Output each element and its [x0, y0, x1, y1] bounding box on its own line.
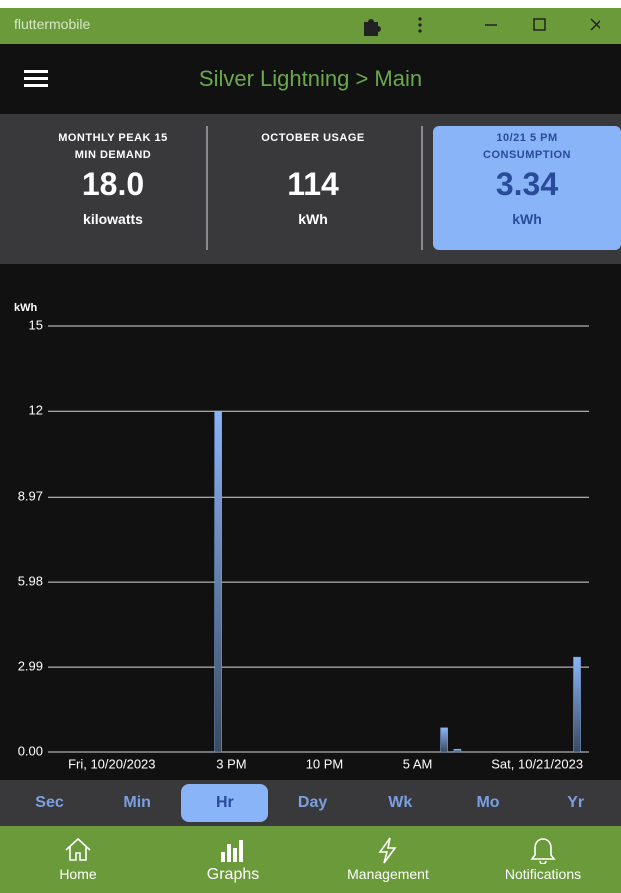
y-tick-label: 12 — [29, 403, 43, 418]
nav-item[interactable]: Home — [0, 826, 156, 893]
nav-label: Home — [59, 866, 97, 882]
bar — [440, 727, 448, 753]
y-tick-label: 5.98 — [18, 574, 43, 589]
window-title: fluttermobile — [14, 16, 91, 32]
y-tick-label: 2.99 — [18, 659, 43, 674]
range-tabs: Sec Min Hr Day Wk Mo Yr — [0, 780, 621, 826]
menu-button[interactable] — [24, 70, 48, 88]
range-tab[interactable]: Hr — [181, 784, 269, 822]
extension-icon[interactable] — [364, 19, 381, 36]
card-unit: kWh — [298, 211, 328, 227]
summary-cards: MONTHLY PEAK 15 MIN DEMAND 18.0 kilowatts O… — [0, 114, 621, 264]
title-bar: fluttermobile — [0, 0, 621, 44]
range-tab[interactable]: Min — [123, 794, 151, 811]
range-tab[interactable]: Wk — [388, 794, 413, 811]
bar — [453, 748, 462, 753]
nav-icon — [221, 840, 243, 862]
bottom-nav: Home Graphs Management Notifications — [0, 826, 621, 893]
summary-card: OCTOBER USAGE 114 kWh — [225, 126, 401, 250]
range-tab[interactable]: Mo — [476, 794, 500, 811]
x-tick-label: 3 PM — [216, 756, 246, 771]
y-tick-label: 15 — [29, 317, 43, 332]
x-tick-label: 5 AM — [403, 756, 433, 771]
nav-item[interactable]: Notifications — [465, 826, 621, 893]
chart: kWh 0.00 2.99 5.98 8.97 12 15 Fri, 10/20/2023 3… — [14, 302, 589, 771]
nav-label: Notifications — [504, 866, 582, 882]
card-value: 114 — [287, 166, 339, 202]
card-label: MONTHLY PEAK 15 MIN DEMAND — [58, 132, 168, 161]
x-tick-label: Fri, 10/20/2023 — [68, 756, 155, 771]
card-divider — [421, 126, 423, 250]
window-controls — [364, 17, 600, 36]
range-tab[interactable]: Yr — [567, 794, 585, 811]
nav-label: Graphs — [206, 866, 260, 883]
card-divider — [206, 126, 208, 250]
x-tick-label: 10 PM — [306, 756, 344, 771]
card-label: OCTOBER USAGE — [261, 132, 365, 144]
y-tick-label: 0.00 — [18, 743, 43, 758]
summary-card: MONTHLY PEAK 15 MIN DEMAND 18.0 kilowatts — [25, 126, 201, 250]
card-value: 18.0 — [81, 166, 145, 202]
bar — [214, 410, 222, 753]
nav-item[interactable]: Management — [310, 826, 466, 893]
y-tick-label: 8.97 — [18, 489, 43, 504]
nav-icon — [378, 837, 397, 864]
range-tab[interactable]: Day — [297, 794, 328, 811]
range-tab[interactable]: Sec — [35, 794, 64, 811]
card-unit: kWh — [512, 211, 542, 227]
maximize[interactable] — [533, 18, 546, 31]
card-unit: kilowatts — [83, 211, 143, 227]
summary-card: 10/21 5 PM CONSUMPTION 3.34 kWh — [433, 126, 621, 250]
card-label: 10/21 5 PM CONSUMPTION — [483, 132, 571, 161]
nav-label: Management — [347, 866, 429, 882]
app-bar: Silver Lightning > Main — [0, 44, 621, 114]
app-title: Silver Lightning > Main — [198, 66, 423, 91]
card-value: 3.34 — [495, 166, 559, 202]
y-axis-label: kWh — [14, 302, 38, 314]
close[interactable] — [590, 18, 600, 31]
nav-item[interactable]: Graphs — [155, 826, 311, 893]
x-tick-label: Sat, 10/21/2023 — [491, 756, 583, 771]
nav-icon — [530, 838, 556, 864]
bar — [573, 656, 581, 753]
nav-icon — [65, 837, 91, 861]
